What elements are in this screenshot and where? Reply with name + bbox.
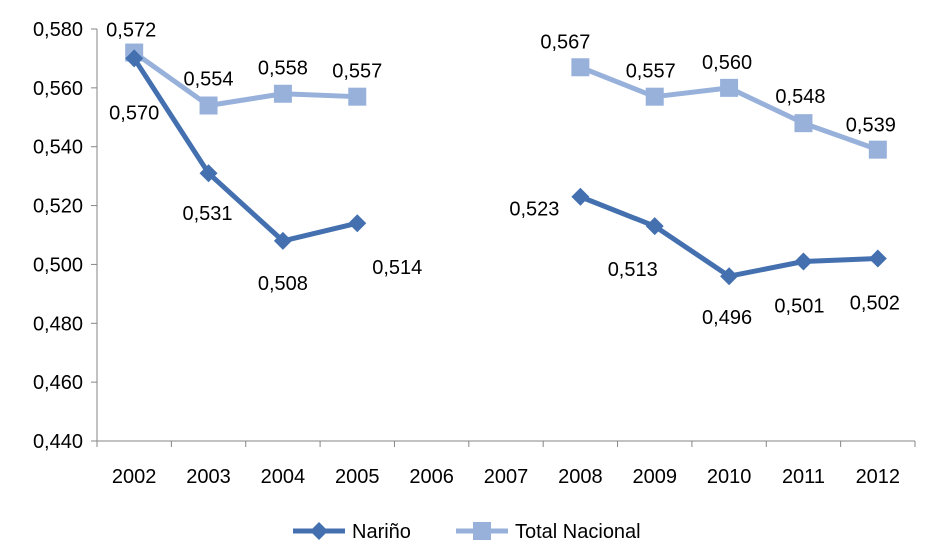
legend-item-narino: Nariño [293,521,411,543]
y-tick-label: 0,560 [33,78,83,100]
x-tick-label: 2007 [484,466,529,488]
y-tick-label: 0,520 [33,196,83,218]
series-narino [125,49,887,286]
x-tick-label: 2010 [707,466,752,488]
legend-marker [473,522,491,540]
data-label: 0,557 [332,61,382,83]
x-tick-label: 2009 [632,466,677,488]
x-tick-label: 2002 [112,466,157,488]
data-label: 0,502 [850,293,900,315]
y-tick-label: 0,540 [33,137,83,159]
x-tick-label: 2008 [558,466,603,488]
data-label: 0,557 [626,61,676,83]
data-point [720,78,739,97]
x-tick-label: 2003 [186,466,231,488]
data-point [348,87,367,106]
legend-marker [310,522,328,540]
data-point [571,187,590,206]
y-tick-label: 0,480 [33,313,83,335]
data-point [199,96,218,115]
data-point [868,249,887,268]
data-point [571,58,590,77]
data-label: 0,572 [106,20,156,42]
data-label: 0,570 [109,102,159,124]
data-label: 0,508 [258,273,308,295]
series-total-nacional [125,43,887,159]
legend-item-total-nacional: Total Nacional [456,521,641,543]
data-point [348,214,367,233]
data-point [645,87,664,106]
x-tick-label: 2005 [335,466,380,488]
data-point [199,164,218,183]
data-point [125,49,144,68]
x-tick-label: 2004 [261,466,306,488]
series-line [131,50,360,109]
x-tick-label: 2011 [782,466,825,488]
data-labels: 0,570 0,531 0,508 0,514 0,523 0,513 0,496 0,501… [106,20,900,330]
x-tick-label: 2006 [409,466,454,488]
data-point [794,114,813,133]
data-label: 0,554 [184,69,234,91]
data-point [720,267,739,286]
data-label: 0,523 [509,199,559,221]
data-label: 0,539 [846,115,896,137]
data-label: 0,501 [774,295,824,317]
data-label: 0,560 [702,52,752,74]
legend-label: Total Nacional [515,521,641,543]
y-tick-label: 0,460 [33,372,83,394]
legend-label: Nariño [352,521,411,543]
data-label: 0,531 [183,203,233,225]
data-point [645,217,664,236]
data-point [868,140,887,159]
data-label: 0,548 [775,86,825,108]
series-line [131,55,360,244]
data-label: 0,558 [258,58,308,80]
x-tick-label: 2012 [856,466,901,488]
y-tick-label: 0,500 [33,254,83,276]
series-layer [125,43,887,286]
data-label: 0,496 [702,307,752,329]
y-tick-label: 0,440 [33,431,83,453]
data-label: 0,513 [608,259,658,281]
data-point [794,252,813,271]
data-point [273,84,292,103]
data-label: 0,567 [540,31,590,53]
axes: 0,440 0,460 0,480 0,500 0,520 0,540 0,560 0,580… [33,19,916,488]
data-label: 0,514 [372,257,422,279]
legend: Nariño Total Nacional [293,521,641,543]
y-tick-label: 0,580 [33,19,83,41]
data-point [273,231,292,250]
